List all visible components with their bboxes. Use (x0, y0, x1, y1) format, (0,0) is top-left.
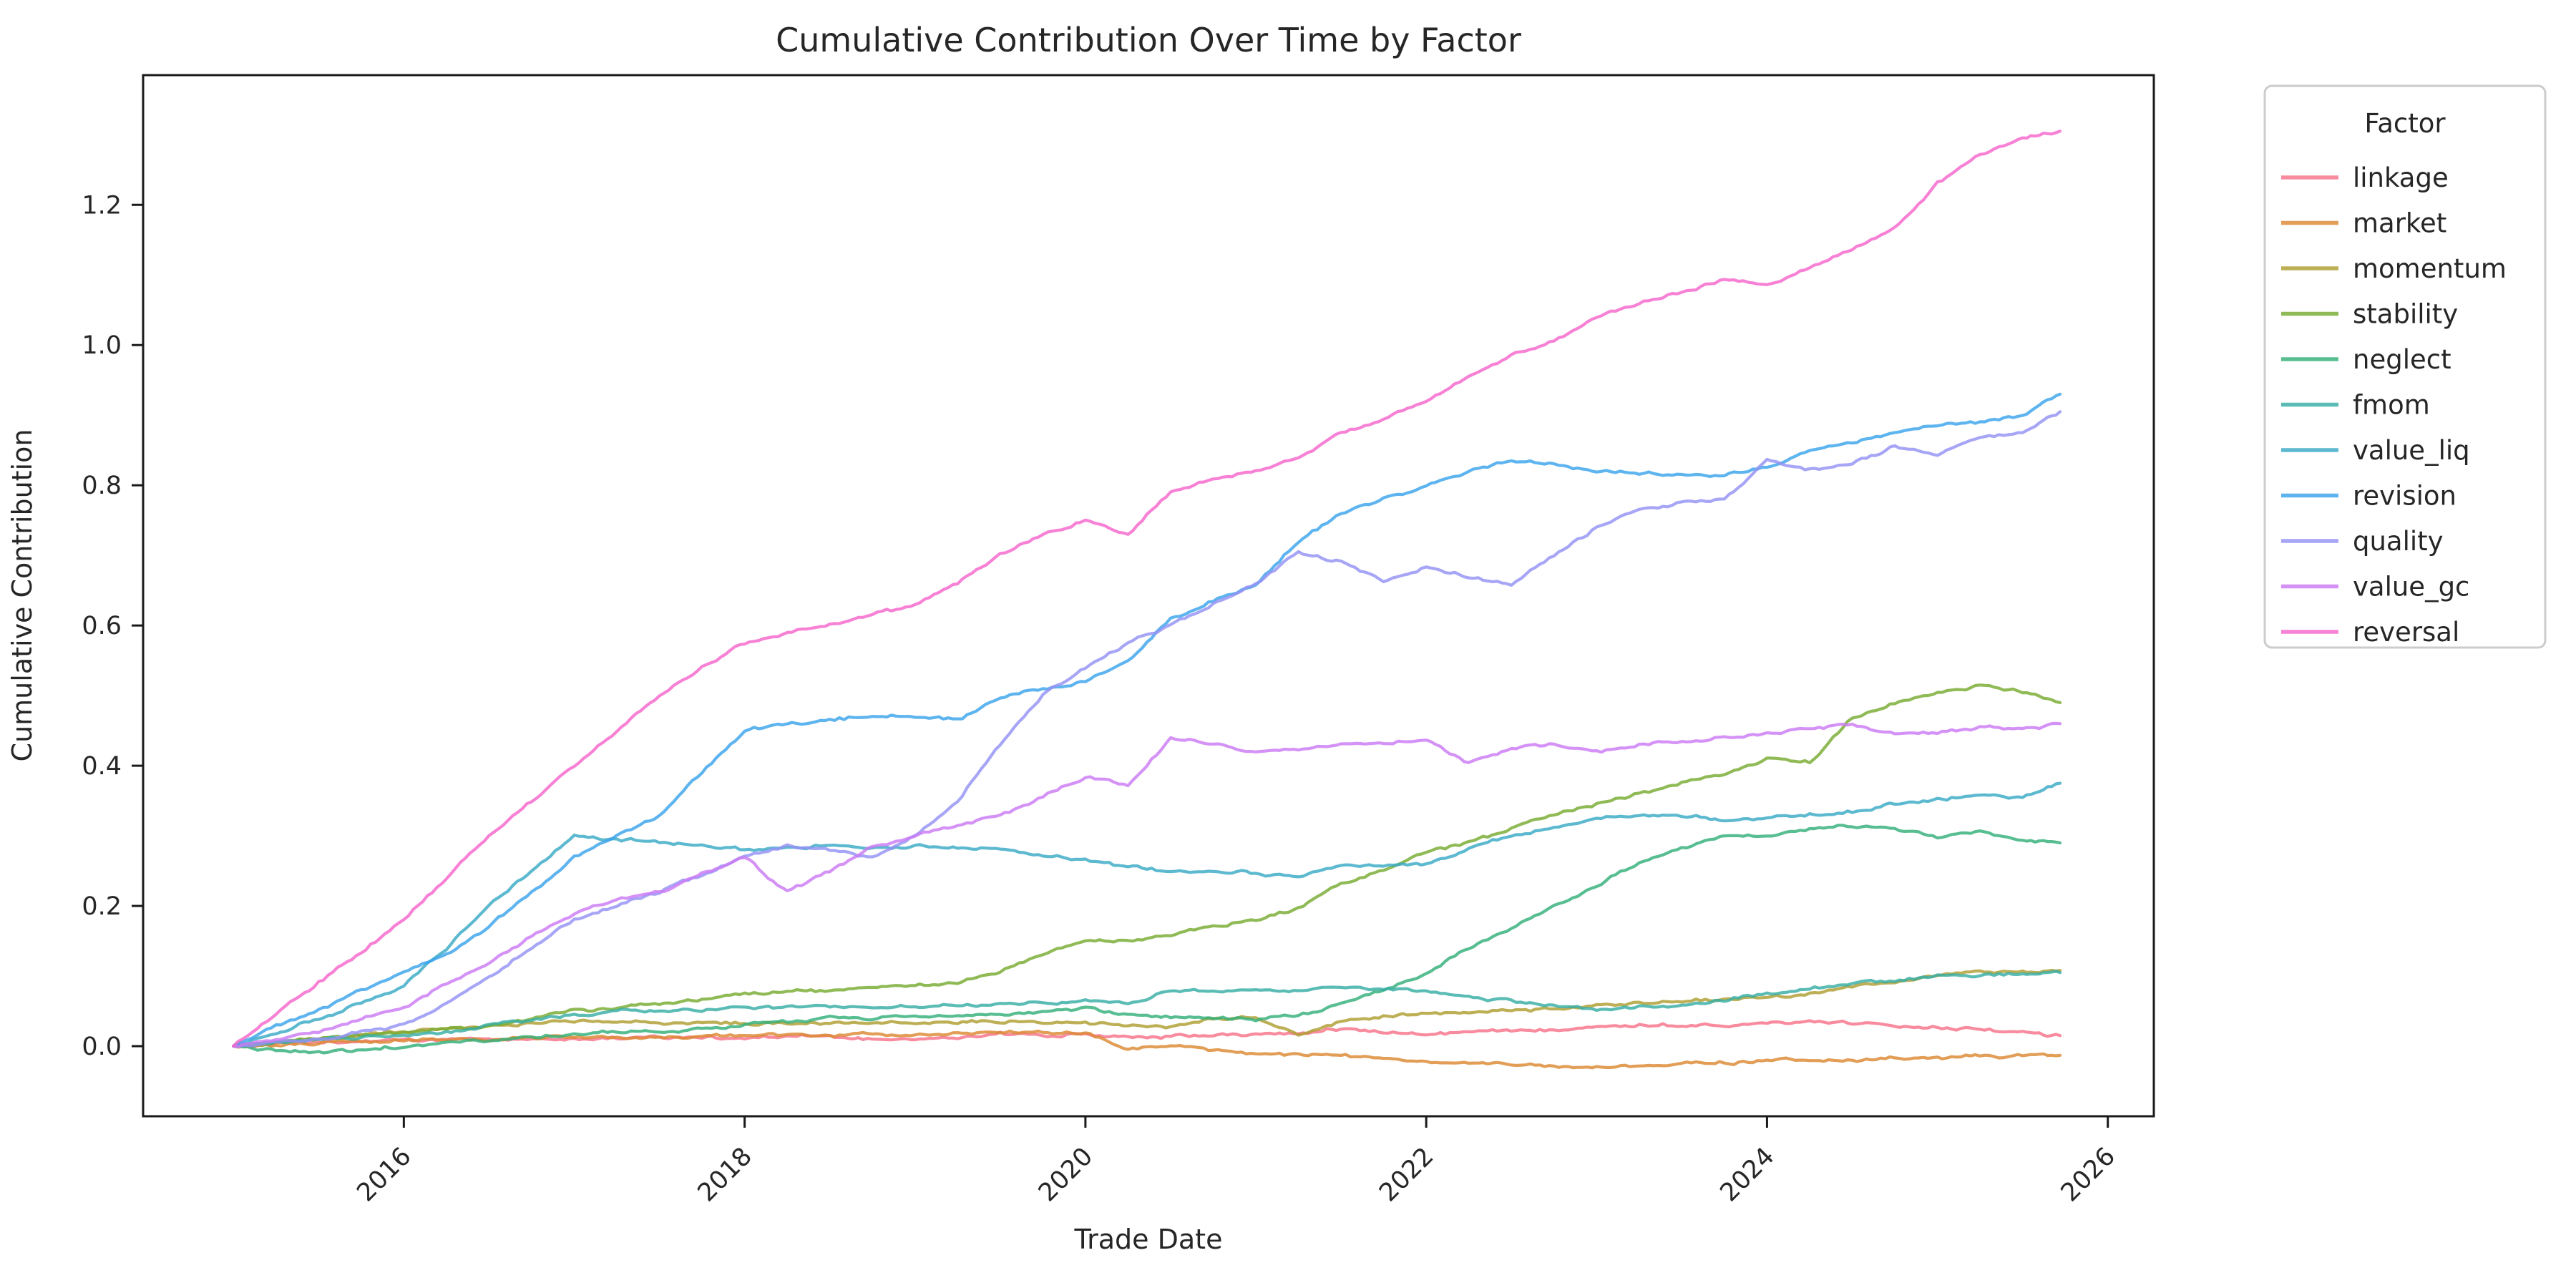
legend-label-stability: stability (2353, 299, 2458, 330)
y-tick-label: 0.0 (82, 1033, 122, 1061)
plot-background (143, 75, 2154, 1116)
y-axis: 0.0 0.2 0.4 0.6 0.8 1.0 1.2 (82, 191, 143, 1061)
legend: Factor linkage market momentum stability neg… (2263, 84, 2547, 649)
legend-label-linkage: linkage (2353, 162, 2449, 193)
y-tick-label: 0.6 (82, 612, 122, 640)
x-tick-label: 2024 (1715, 1142, 1780, 1207)
chart-title: Cumulative Contribution Over Time by Fac… (776, 21, 1521, 59)
legend-item-stability: stability (2281, 299, 2458, 330)
legend-label-fmom: fmom (2353, 390, 2430, 421)
series-line-stability (232, 683, 2062, 1048)
legend-item-neglect: neglect (2281, 344, 2451, 375)
y-axis-label: Cumulative Contribution (6, 429, 38, 762)
legend-label-quality: quality (2353, 526, 2444, 557)
legend-item-momentum: momentum (2281, 253, 2507, 284)
y-tick-label: 0.4 (82, 752, 122, 781)
legend-item-quality: quality (2281, 526, 2444, 557)
legend-label-revision: revision (2353, 481, 2457, 512)
legend-item-linkage: linkage (2281, 162, 2449, 193)
legend-item-revision: revision (2281, 481, 2457, 512)
legend-item-fmom: fmom (2281, 390, 2430, 421)
legend-box (2263, 84, 2547, 649)
x-tick-label: 2016 (351, 1142, 416, 1207)
legend-item-market: market (2281, 208, 2446, 239)
legend-items: linkage market momentum stability neglect fmo… (2281, 162, 2507, 648)
series-line-momentum (232, 968, 2062, 1048)
legend-item-value_liq: value_liq (2281, 435, 2470, 466)
series-line-quality (232, 410, 2062, 1048)
x-tick-label: 2018 (693, 1142, 758, 1207)
y-tick-label: 1.2 (82, 191, 122, 220)
series-line-value_liq (232, 781, 2062, 1048)
legend-label-reversal: reversal (2353, 617, 2459, 648)
legend-label-momentum: momentum (2353, 253, 2507, 284)
series-line-neglect (232, 824, 2062, 1055)
x-tick-label: 2020 (1033, 1142, 1098, 1207)
series-line-reversal (232, 130, 2062, 1048)
series-line-value_gc (232, 721, 2062, 1048)
series-group (232, 130, 2062, 1070)
x-axis-label: Trade Date (1074, 1224, 1223, 1255)
legend-item-reversal: reversal (2281, 617, 2459, 648)
legend-label-value_liq: value_liq (2353, 435, 2470, 466)
legend-label-neglect: neglect (2353, 344, 2451, 375)
plot-spines (142, 74, 2155, 1118)
x-tick-label: 2026 (2056, 1142, 2121, 1207)
legend-item-value_gc: value_gc (2281, 572, 2469, 602)
legend-label-value_gc: value_gc (2353, 572, 2469, 602)
y-tick-label: 0.8 (82, 472, 122, 500)
series-line-fmom (232, 970, 2062, 1048)
legend-label-market: market (2353, 208, 2446, 239)
legend-title: Factor (2364, 108, 2446, 139)
x-tick-label: 2022 (1374, 1142, 1439, 1207)
y-tick-label: 1.0 (82, 331, 122, 360)
x-axis: 2016 2018 2020 2022 2024 2026 (351, 1116, 2121, 1207)
y-tick-label: 0.2 (82, 892, 122, 921)
